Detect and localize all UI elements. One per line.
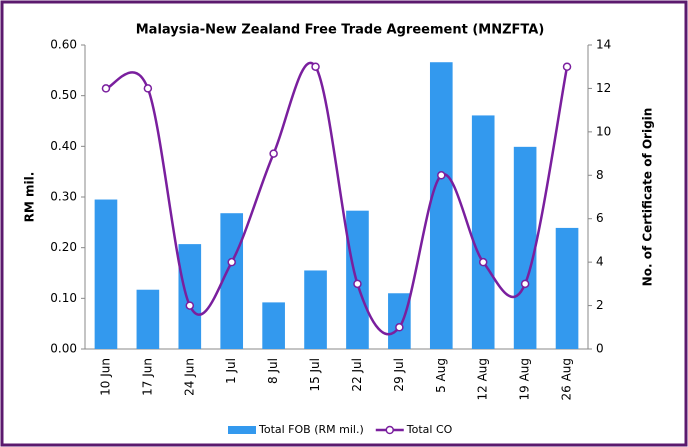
- x-tick-label: 5 Aug: [434, 358, 448, 393]
- bar: [429, 62, 453, 350]
- marker: [101, 84, 111, 93]
- y2-tick-label: 14: [596, 38, 611, 52]
- line: [105, 61, 569, 336]
- y-tick-label: 0.10: [50, 291, 77, 305]
- y2-tick-label: 4: [596, 255, 604, 269]
- y-tick-label: 0.50: [50, 88, 77, 102]
- legend-marker: [385, 425, 395, 435]
- marker: [185, 301, 195, 310]
- y2-axis-label: No. of Certificate of Origin: [641, 108, 655, 287]
- marker: [478, 257, 488, 267]
- y-tick-label: 0.00: [50, 342, 77, 356]
- y2-tick-label: 2: [596, 298, 604, 312]
- bar: [555, 227, 579, 349]
- bar: [94, 199, 118, 349]
- bar: [136, 289, 160, 349]
- y-tick-label: 0.30: [50, 190, 77, 204]
- x-tick-label: 29 Jul: [392, 358, 406, 392]
- y-axis-label: RM mil.: [23, 172, 37, 223]
- y-tick-label: 0.20: [50, 240, 77, 254]
- x-tick-label: 19 Aug: [518, 358, 532, 401]
- y2-tick-label: 12: [596, 81, 611, 95]
- x-tick-label: 1 Jul: [224, 358, 238, 384]
- marker: [562, 62, 572, 71]
- marker: [520, 279, 530, 289]
- marker: [437, 171, 446, 180]
- chart-title: Malaysia-New Zealand Free Trade Agreemen…: [136, 23, 545, 38]
- marker: [227, 257, 236, 267]
- bar: [471, 115, 495, 349]
- x-tick-label: 10 Jun: [98, 358, 112, 396]
- x-tick-label: 24 Jun: [182, 358, 196, 396]
- legend-swatch: [228, 426, 256, 434]
- marker: [311, 62, 320, 71]
- x-tick-label: 12 Aug: [476, 358, 490, 401]
- y2-tick-label: 6: [596, 211, 604, 225]
- x-tick-label: 22 Jul: [350, 358, 364, 392]
- y-tick-label: 0.60: [50, 38, 77, 52]
- marker: [395, 323, 404, 332]
- bar: [178, 244, 202, 349]
- marker: [143, 84, 153, 93]
- marker: [353, 279, 362, 289]
- marker: [269, 149, 278, 158]
- legend-label: Total FOB (RM mil.): [258, 423, 364, 436]
- x-tick-label: 17 Jun: [140, 358, 154, 396]
- y2-tick-label: 8: [596, 168, 604, 182]
- legend-label: Total CO: [406, 423, 453, 436]
- x-tick-label: 26 Aug: [560, 358, 574, 401]
- y2-tick-label: 0: [596, 342, 604, 356]
- y2-tick-label: 10: [596, 124, 611, 138]
- bar: [304, 270, 327, 349]
- x-tick-label: 15 Jul: [308, 358, 322, 392]
- y-tick-label: 0.40: [50, 139, 77, 153]
- x-tick-label: 8 Jul: [266, 358, 280, 384]
- bar: [513, 146, 537, 349]
- bar: [388, 293, 411, 349]
- bar: [262, 302, 285, 349]
